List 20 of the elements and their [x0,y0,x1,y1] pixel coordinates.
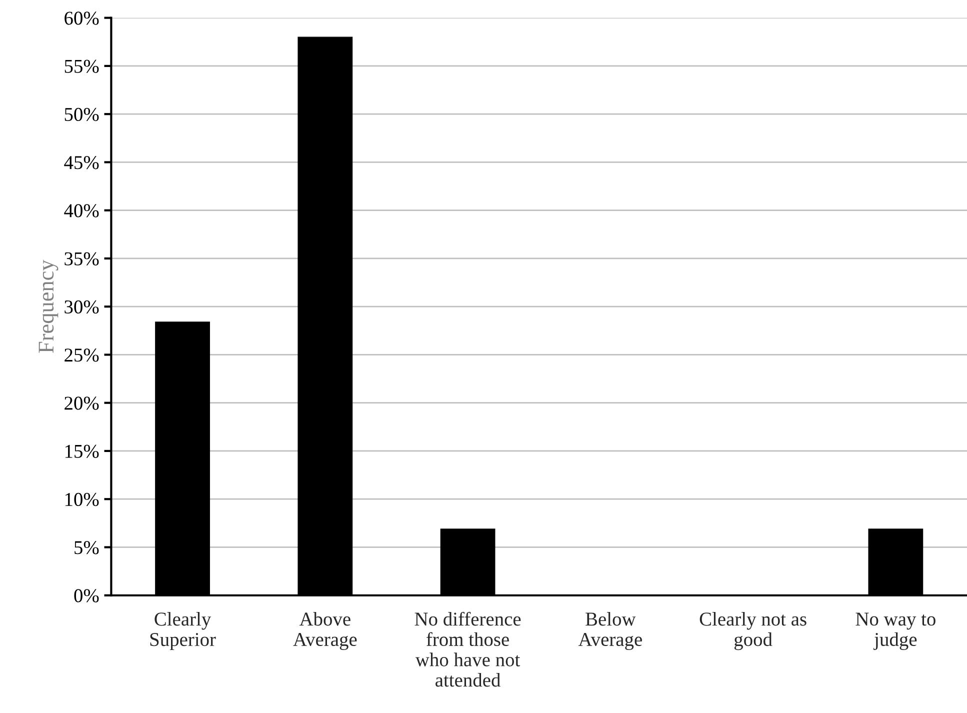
y-tick-label: 35% [64,252,99,266]
y-tick-label: 20% [64,396,99,410]
y-tick-label: 15% [65,444,99,458]
y-tick-label: 5% [74,541,99,554]
x-tick-label: Above Average [293,612,357,650]
x-tick-label: Below Average [578,612,642,650]
y-tick-label: 55% [64,60,99,73]
y-tick-label: 30% [64,300,99,314]
y-tick-label: 60% [64,12,99,25]
x-tick-label: No difference from those who have not attended [414,612,521,687]
y-axis-title: Frequency [38,260,58,353]
y-tick-label: 25% [64,348,99,362]
x-tick-label: Clearly not as good [700,612,806,650]
y-tick-label: 10% [65,492,99,506]
y-tick-label: 50% [64,108,99,122]
y-tick-label: 45% [64,156,99,170]
x-tick-label: No way to judge [856,612,936,650]
x-tick-label: Clearly Superior [150,612,216,650]
y-tick-label: 40% [64,204,99,218]
y-tick-label: 0% [74,589,99,602]
